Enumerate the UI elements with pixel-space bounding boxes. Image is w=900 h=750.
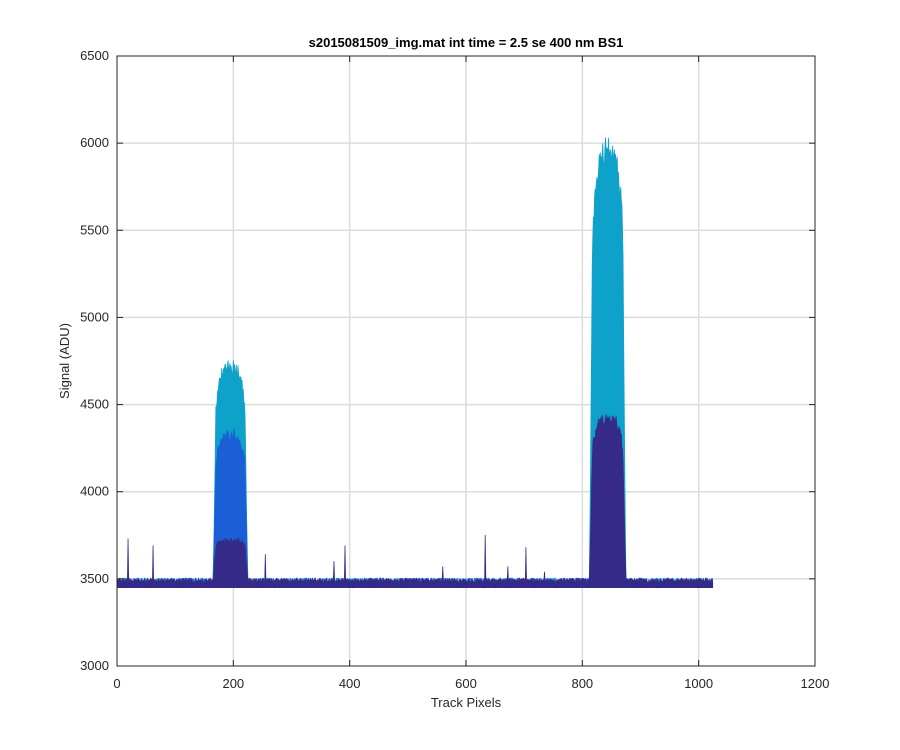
- x-tick-label: 400: [339, 676, 361, 691]
- y-tick-label: 6000: [80, 135, 109, 150]
- y-tick-label: 3000: [80, 658, 109, 673]
- series-layer: [117, 137, 714, 590]
- baseline-noise: [117, 580, 714, 590]
- series-area: [117, 413, 714, 588]
- y-tick-label: 3500: [80, 571, 109, 586]
- y-tick-label: 4000: [80, 484, 109, 499]
- x-tick-label: 1000: [684, 676, 713, 691]
- y-tick-label: 4500: [80, 397, 109, 412]
- x-tick-label: 0: [113, 676, 120, 691]
- y-axis-label: Signal (ADU): [57, 323, 72, 399]
- ticks: 0 200 400 600 800 1000 1200 3000 3500 4000 4500 500…: [80, 48, 829, 691]
- x-tick-label: 1200: [801, 676, 830, 691]
- y-tick-label: 5500: [80, 222, 109, 237]
- x-axis-label: Track Pixels: [431, 695, 502, 710]
- y-tick-label: 6500: [80, 48, 109, 63]
- x-tick-label: 600: [455, 676, 477, 691]
- x-tick-label: 800: [571, 676, 593, 691]
- y-tick-label: 5000: [80, 309, 109, 324]
- x-tick-label: 200: [222, 676, 244, 691]
- chart-title: s2015081509_img.mat int time = 2.5 se 40…: [309, 35, 624, 50]
